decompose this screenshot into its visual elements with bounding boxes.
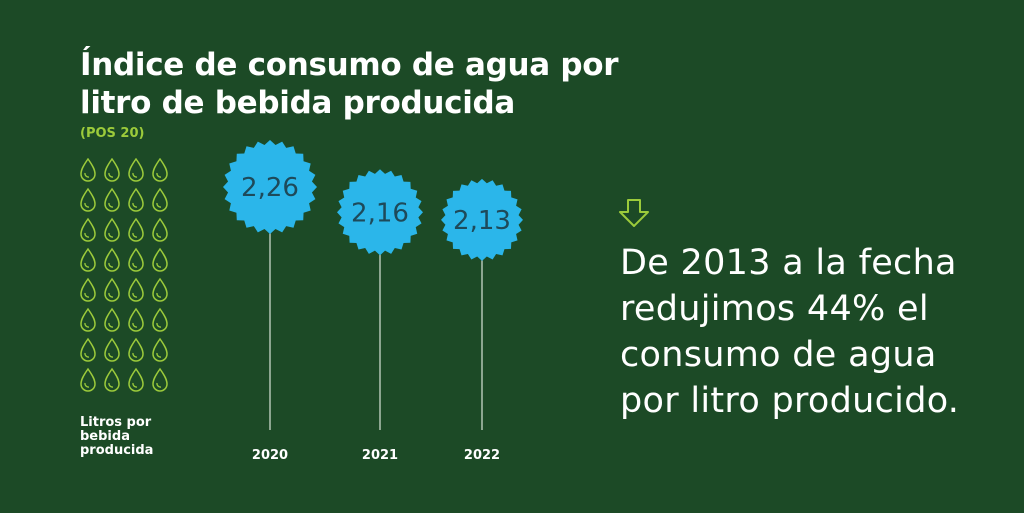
water-drop-icon — [104, 307, 120, 332]
water-drop-icon — [80, 307, 96, 332]
chart-subtitle: (POS 20) — [80, 126, 145, 141]
water-drop-icon — [128, 277, 144, 302]
water-drop-icon — [104, 187, 120, 212]
water-drop-icon — [104, 158, 120, 182]
water-drop-icon — [128, 247, 144, 272]
water-drop-icon — [80, 337, 96, 362]
data-label: 2,16 — [351, 198, 409, 228]
water-drop-icon — [80, 247, 96, 272]
value-bubble — [337, 169, 423, 256]
water-drop-icon — [128, 337, 144, 362]
water-drop-icon — [80, 217, 96, 242]
water-drop-icon — [128, 367, 144, 392]
water-drop-icon — [152, 158, 168, 182]
data-label: 2,26 — [241, 173, 299, 203]
water-drop-icon — [128, 307, 144, 332]
value-bubble — [223, 140, 317, 234]
x-tick-label: 2021 — [362, 448, 398, 463]
water-drop-icon — [104, 367, 120, 392]
water-drop-icon — [128, 217, 144, 242]
y-axis-label: Litros por bebida producida — [80, 415, 154, 458]
x-tick-label: 2020 — [252, 448, 288, 463]
water-drop-icon — [152, 187, 168, 212]
lollipop-chart: 2,26 2020 2,16 2021 2,13 2022 — [223, 140, 523, 463]
water-drop-icon — [152, 307, 168, 332]
down-arrow-icon — [619, 199, 649, 227]
water-drop-icon — [104, 217, 120, 242]
water-drop-icon — [152, 217, 168, 242]
water-drops-grid — [80, 158, 168, 392]
data-label: 2,13 — [453, 206, 511, 236]
value-bubble — [441, 178, 523, 261]
water-drop-icon — [128, 187, 144, 212]
water-drop-icon — [104, 247, 120, 272]
water-drop-icon — [152, 247, 168, 272]
water-drop-icon — [104, 337, 120, 362]
water-drop-icon — [80, 187, 96, 212]
water-drop-icon — [152, 367, 168, 392]
highlight-statement: De 2013 a la fecha redujimos 44% el cons… — [620, 243, 960, 421]
water-drop-icon — [80, 158, 96, 182]
water-drop-icon — [152, 277, 168, 302]
x-tick-label: 2022 — [464, 448, 500, 463]
water-drop-icon — [80, 367, 96, 392]
water-drop-icon — [80, 277, 96, 302]
water-drop-icon — [152, 337, 168, 362]
water-drop-icon — [104, 277, 120, 302]
water-drop-icon — [128, 158, 144, 182]
chart-title: Índice de consumo de agua por litro de b… — [80, 47, 619, 121]
